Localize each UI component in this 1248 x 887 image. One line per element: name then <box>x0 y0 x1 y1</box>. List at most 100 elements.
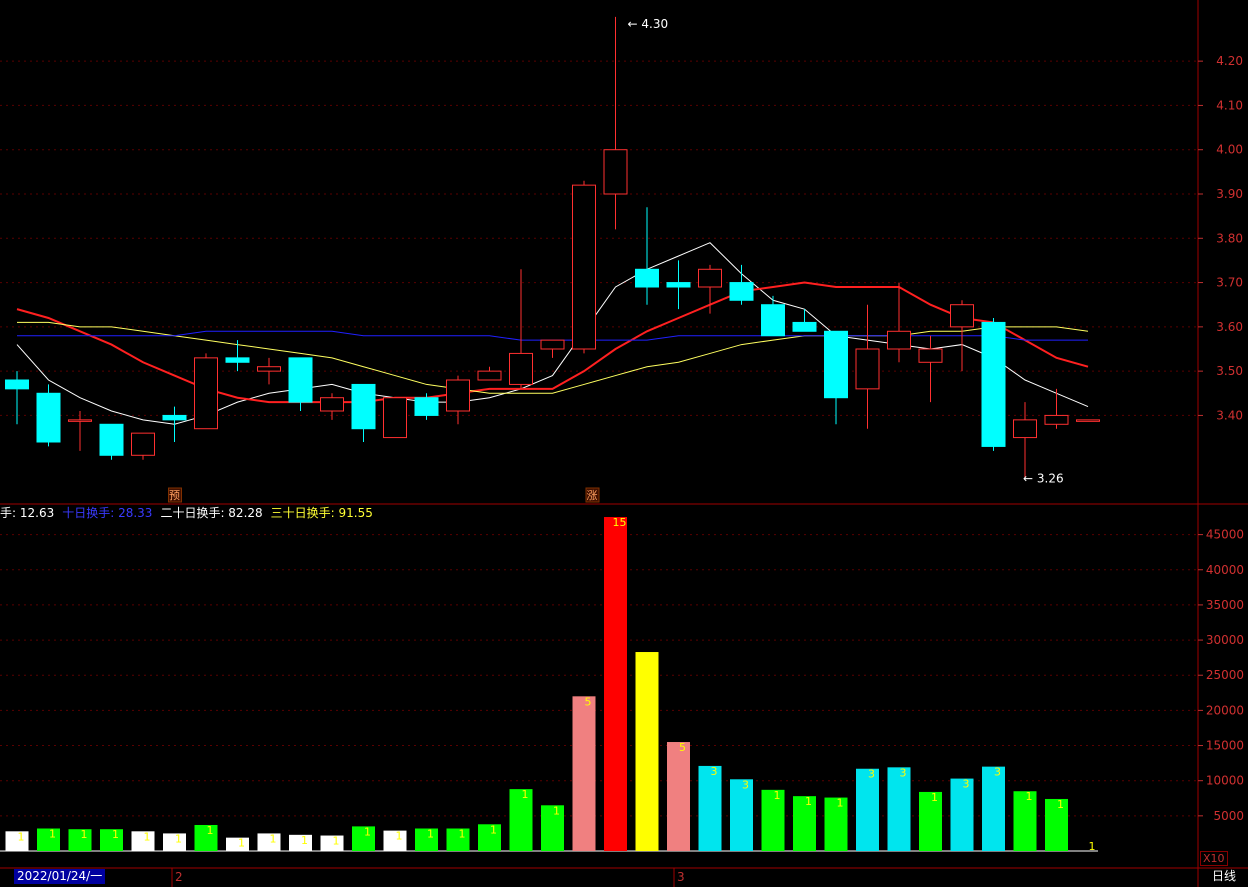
candle-body <box>729 282 754 301</box>
candle <box>36 384 61 447</box>
candle-body <box>36 392 61 443</box>
cursor-date: 2022/01/24/一 <box>14 869 106 884</box>
volume-bar-label: 5 <box>679 741 686 754</box>
volume-bar <box>604 517 627 851</box>
candle-body <box>824 330 848 399</box>
price-tick-label: 3.70 <box>1216 276 1243 290</box>
volume-tick-label: 20000 <box>1206 703 1244 717</box>
candle <box>68 411 92 451</box>
candle <box>225 340 250 372</box>
volume-bar <box>982 766 1005 851</box>
price-tick-label: 3.50 <box>1216 364 1243 378</box>
candle <box>509 269 533 389</box>
candle-body <box>666 282 691 288</box>
price-tick-label: 3.40 <box>1216 408 1243 422</box>
volume-bar <box>1013 791 1037 851</box>
candle <box>887 282 911 363</box>
candle <box>288 357 313 411</box>
candle <box>792 309 817 332</box>
low-price-label: ← 3.26 <box>1023 471 1064 485</box>
candle <box>131 432 155 460</box>
volume-bar-label: 3 <box>994 766 1001 779</box>
volume-bar-label: 1 <box>1057 798 1064 811</box>
price-axis: 3.40 3.50 3.60 3.70 3.80 3.90 4.00 4.10 4.20 5000… <box>175 54 1244 884</box>
price-tick-label: 4.20 <box>1216 54 1243 68</box>
volume-bar <box>446 828 470 851</box>
volume-bar <box>824 797 848 851</box>
candle-body <box>1013 419 1037 439</box>
candle <box>383 397 407 439</box>
candle <box>320 393 344 420</box>
volume-bar <box>919 791 942 851</box>
volume-bar <box>761 789 785 851</box>
price-tick-label: 3.80 <box>1216 231 1243 245</box>
candle-body <box>383 397 407 439</box>
volume-bar <box>730 779 753 851</box>
candle-body <box>414 397 439 416</box>
event-marker: 预 <box>169 489 180 502</box>
candle <box>855 304 880 429</box>
price-tick-label: 3.60 <box>1216 320 1243 334</box>
candle-body <box>603 149 628 195</box>
candle <box>950 300 974 372</box>
candle <box>5 371 29 425</box>
volume-bar-label: 1 <box>427 828 434 841</box>
candle-body <box>698 268 722 288</box>
volume-bar <box>131 831 155 851</box>
volume-bar <box>698 765 722 851</box>
volume-bar <box>383 830 407 851</box>
volume-bar-label: 3 <box>711 765 718 778</box>
multiplier-badge[interactable]: X10 <box>1200 851 1228 866</box>
month-mark: 2 <box>175 870 183 884</box>
turnover-indicator-line: 手: 12.63 十日换手: 28.33 二十日换手: 82.28 三十日换手: 91… <box>0 504 381 521</box>
candle <box>603 16 628 230</box>
volume-tick-label: 25000 <box>1206 668 1244 682</box>
volume-bar-label: 1 <box>18 830 25 843</box>
volume-tick-label: 35000 <box>1206 598 1244 612</box>
candle <box>1013 402 1037 478</box>
candle-body <box>194 357 218 430</box>
moving-average-lines <box>16 242 1089 425</box>
volume-bar-label: 1 <box>837 797 844 810</box>
candle <box>666 260 691 310</box>
volume-bar-label: 1 <box>805 795 812 808</box>
candle-body <box>225 357 250 363</box>
candle-body <box>1076 419 1100 422</box>
price-tick-label: 4.10 <box>1216 98 1243 112</box>
volume-bar <box>194 824 218 851</box>
volume-bar <box>226 837 249 851</box>
candle-body <box>918 348 943 363</box>
candle <box>351 383 376 442</box>
candle <box>1076 419 1100 422</box>
candle-body <box>981 321 1006 447</box>
volume-bar-label: 1 <box>112 828 119 841</box>
turnover-value: 三十日换手: 91.55 <box>270 506 373 520</box>
volume-bar-label: 1 <box>490 823 497 836</box>
candle-body <box>68 419 92 422</box>
volume-bar-label: 1 <box>175 832 182 845</box>
volume-bar <box>352 826 375 851</box>
turnover-value: 二十日换手: 82.28 <box>160 506 263 520</box>
period-label[interactable]: 日线 <box>1212 869 1237 883</box>
candlestick-series <box>5 16 1100 478</box>
month-mark: 3 <box>677 870 685 884</box>
candle-body <box>950 304 974 328</box>
candle <box>918 335 943 403</box>
candle-body <box>1044 414 1069 425</box>
volume-bar-label: 1 <box>333 835 340 848</box>
volume-tick-label: 5000 <box>1213 809 1244 823</box>
volume-bar-label: 3 <box>742 778 749 791</box>
volume-bar-label: 1 <box>364 825 371 838</box>
volume-bar <box>667 742 690 851</box>
candle <box>824 330 848 425</box>
volume-bar-label: 1 <box>207 824 214 837</box>
candle <box>761 295 785 337</box>
candle <box>414 393 439 420</box>
turnover-value: 手: 12.63 <box>0 506 55 520</box>
candle-body <box>477 370 502 381</box>
volume-bar-label: 1 <box>144 830 151 843</box>
high-price-label: ← 4.30 <box>628 17 669 31</box>
candle <box>99 423 124 460</box>
volume-bar <box>257 833 281 851</box>
